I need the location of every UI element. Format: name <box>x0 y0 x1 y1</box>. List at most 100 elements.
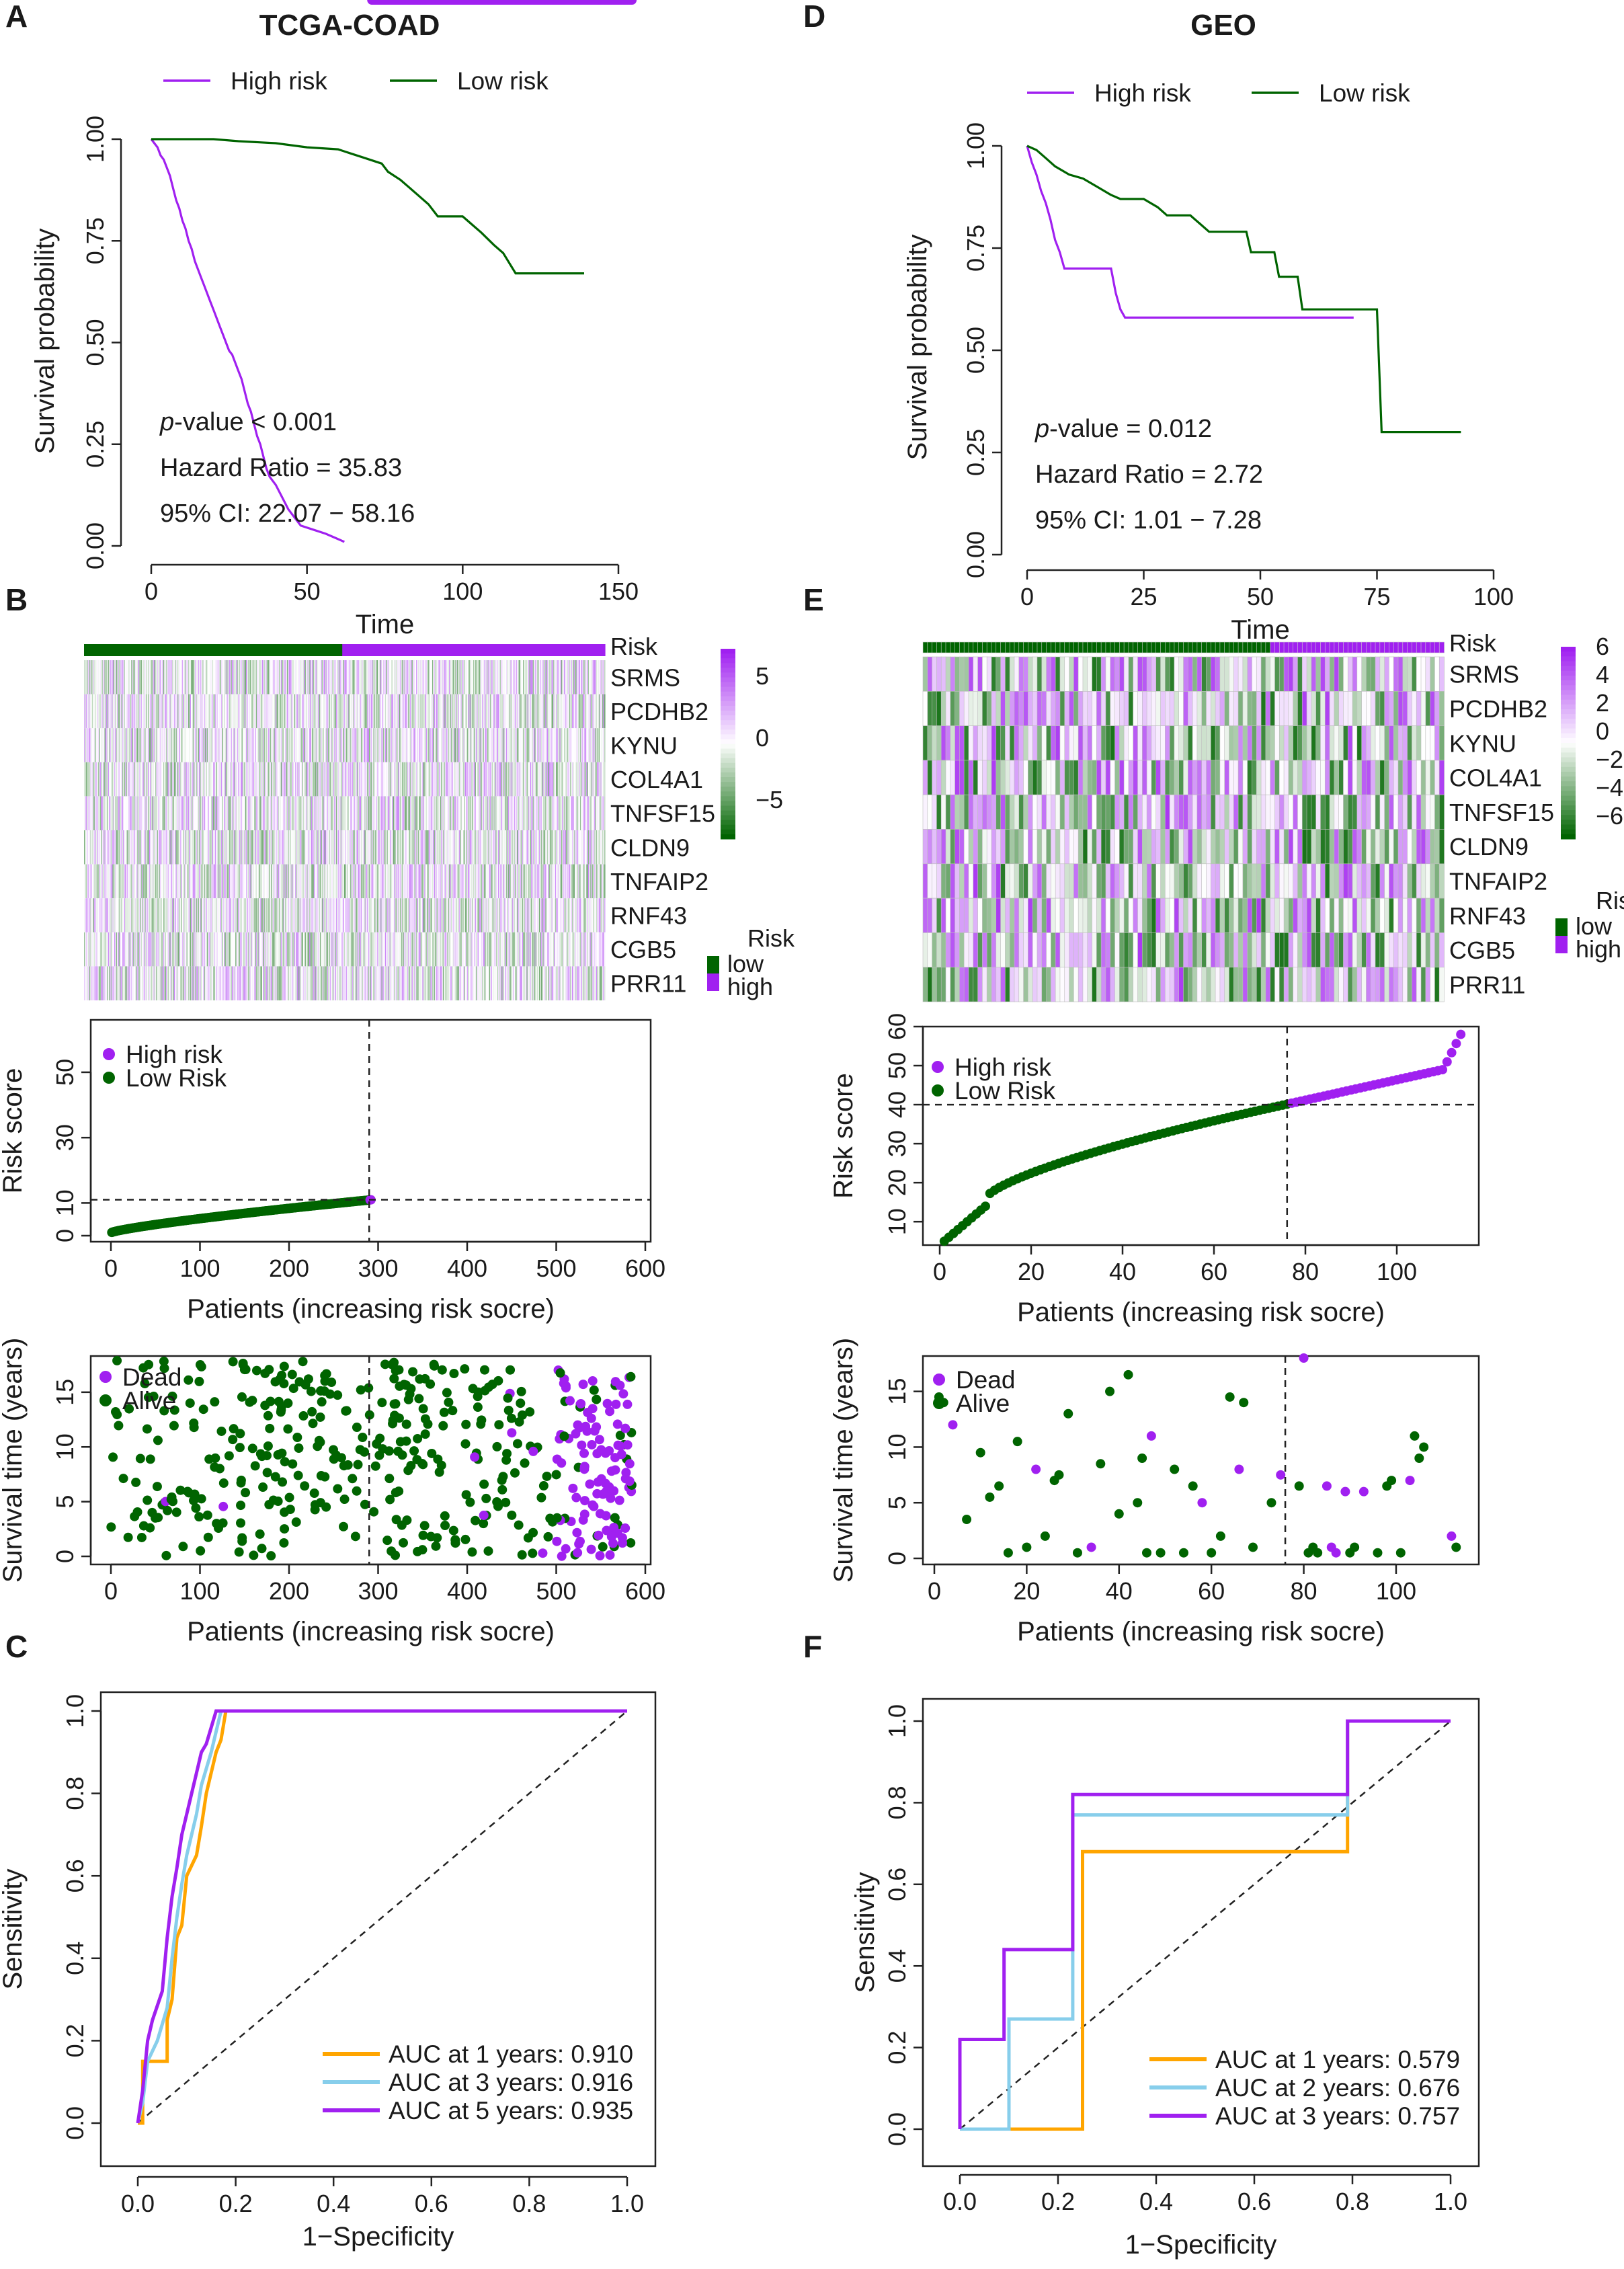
heatmap-cell <box>457 864 459 899</box>
risk-annotation-cell <box>300 644 302 656</box>
heatmap-cell <box>157 728 159 762</box>
heatmap-cell <box>317 660 319 694</box>
heatmap-cell <box>280 796 282 830</box>
heatmap-cell <box>343 694 346 729</box>
heatmap-cell <box>218 660 220 694</box>
heatmap-cell <box>97 728 99 762</box>
heatmap-cell <box>574 796 576 830</box>
heatmap-cell <box>172 660 174 694</box>
risk-annotation-cell <box>499 644 501 656</box>
heatmap-cell <box>528 728 530 762</box>
risk-annotation-cell <box>177 644 179 656</box>
risk-annotation-cell <box>586 644 588 656</box>
heatmap-cell <box>475 830 477 865</box>
heatmap-cell <box>372 796 374 830</box>
heatmap-cell <box>168 728 170 762</box>
heatmap-cell <box>370 864 372 899</box>
heatmap-cell <box>261 864 263 899</box>
heatmap-cell <box>534 694 535 729</box>
heatmap-cell <box>257 830 259 865</box>
heatmap-cell <box>109 728 111 762</box>
heatmap-cell <box>206 728 208 762</box>
risk-annotation-cell <box>526 644 528 656</box>
heatmap-cell <box>168 830 170 865</box>
heatmap-cell <box>161 898 163 932</box>
heatmap-cell <box>600 762 602 797</box>
heatmap-cell <box>453 796 455 830</box>
heatmap-cell <box>532 694 534 729</box>
heatmap-cell <box>477 796 479 830</box>
heatmap-cell <box>415 660 417 694</box>
heatmap-cell <box>464 796 466 830</box>
heatmap-cell <box>549 762 551 797</box>
heatmap-cell <box>308 728 310 762</box>
heatmap-cell <box>151 660 153 694</box>
heatmap-cell <box>163 830 165 865</box>
heatmap-cell <box>356 660 358 694</box>
heatmap-cell <box>448 694 450 729</box>
heatmap-cell <box>104 830 106 865</box>
heatmap-cell <box>474 796 476 830</box>
heatmap-cell <box>233 762 235 797</box>
heatmap-cell <box>352 796 354 830</box>
risk-annotation-cell <box>275 644 277 656</box>
heatmap-cell <box>254 728 255 762</box>
heatmap-cell <box>421 864 423 899</box>
risk-annotation-cell <box>213 644 215 656</box>
risk-annotation-cell <box>534 644 535 656</box>
risk-annotation-cell <box>341 644 343 656</box>
heatmap-cell <box>536 660 538 694</box>
risk-annotation-cell <box>411 644 413 656</box>
heatmap-cell <box>172 728 174 762</box>
heatmap-cell <box>239 898 241 932</box>
risk-annotation-cell <box>463 644 465 656</box>
heatmap-cell <box>242 762 244 797</box>
heatmap-cell <box>261 728 263 762</box>
risk-annotation-cell <box>430 644 431 656</box>
heatmap-cell <box>488 864 490 899</box>
heatmap-cell <box>145 762 147 797</box>
heatmap-cell <box>458 796 460 830</box>
heatmap-cell <box>596 728 598 762</box>
heatmap-cell <box>218 796 220 830</box>
heatmap-cell <box>334 660 336 694</box>
heatmap-cell <box>223 660 225 694</box>
heatmap-cell <box>122 728 124 762</box>
heatmap-cell <box>445 694 447 729</box>
heatmap-cell <box>271 660 273 694</box>
heatmap-cell <box>540 864 542 899</box>
heatmap-cell <box>527 660 529 694</box>
heatmap-cell <box>209 660 211 694</box>
risk-annotation-cell <box>461 644 463 656</box>
heatmap-cell <box>528 864 530 899</box>
heatmap-cell <box>527 830 529 865</box>
heatmap-cell <box>189 728 191 762</box>
risk-annotation-cell <box>407 644 409 656</box>
heatmap-cell <box>124 660 126 694</box>
heatmap-cell <box>230 694 232 729</box>
heatmap-cell <box>367 694 369 729</box>
risk-annotation-cell <box>151 644 153 656</box>
heatmap-cell <box>90 762 92 797</box>
heatmap-cell <box>157 864 159 899</box>
heatmap-cell <box>465 660 466 694</box>
heatmap-cell <box>546 728 548 762</box>
risk-annotation-cell <box>425 644 428 656</box>
risk-annotation-cell <box>428 644 430 656</box>
heatmap-cell <box>447 694 449 729</box>
heatmap-cell <box>162 830 164 865</box>
heatmap-cell <box>249 796 251 830</box>
km-A-y-tick-label: 0.00 <box>81 522 109 569</box>
heatmap-cell <box>269 830 271 865</box>
heatmap-cell <box>454 864 456 899</box>
heatmap-cell <box>403 728 405 762</box>
heatmap-cell <box>562 762 564 797</box>
heatmap-cell <box>109 694 111 729</box>
heatmap-cell <box>452 694 454 729</box>
heatmap-cell <box>603 694 605 729</box>
heatmap-cell <box>121 796 123 830</box>
heatmap-cell <box>154 728 156 762</box>
heatmap-cell <box>423 660 425 694</box>
heatmap-cell <box>329 830 331 865</box>
heatmap-cell <box>162 728 164 762</box>
